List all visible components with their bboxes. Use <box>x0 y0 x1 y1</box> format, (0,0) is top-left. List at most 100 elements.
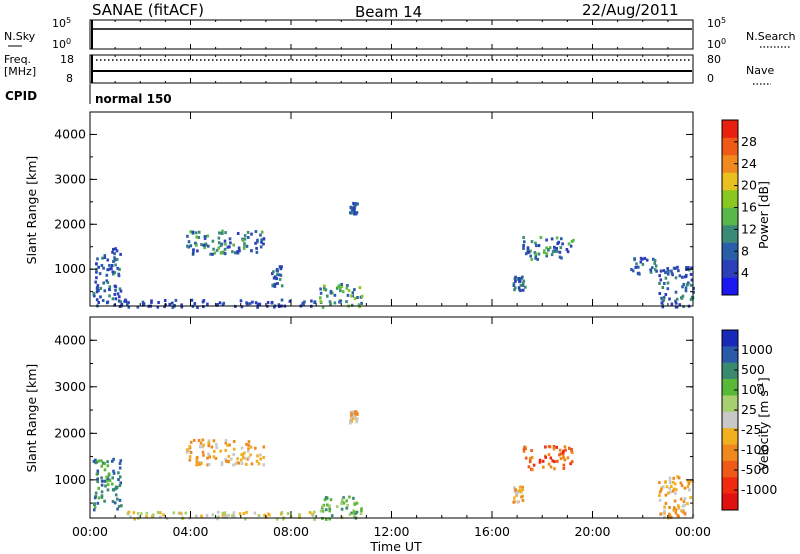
data-cell <box>197 230 201 234</box>
data-cell <box>562 449 565 453</box>
velocity-panel-frame <box>89 316 694 519</box>
data-cell <box>319 291 323 295</box>
data-cell <box>547 462 551 466</box>
data-cell <box>275 517 279 521</box>
data-cell <box>260 238 263 242</box>
data-cell <box>516 500 519 504</box>
data-cell <box>664 480 667 484</box>
data-cell <box>244 517 247 521</box>
data-cell <box>356 296 359 299</box>
data-cell <box>113 284 117 288</box>
data-cell <box>243 242 246 246</box>
data-cell <box>530 240 534 244</box>
data-cell <box>207 444 211 448</box>
data-cell <box>96 257 99 261</box>
data-cell <box>512 282 516 286</box>
data-cell <box>521 486 524 490</box>
data-cell <box>111 476 114 480</box>
data-cell <box>353 502 357 506</box>
data-cell <box>308 511 312 514</box>
data-cell <box>180 305 184 309</box>
data-cell <box>227 513 230 517</box>
data-cell <box>111 459 114 463</box>
data-cell <box>184 511 188 515</box>
power-y-axis: 1000 2000 3000 4000 <box>54 126 693 293</box>
data-cell <box>243 234 247 238</box>
data-cell <box>562 456 566 460</box>
data-cell <box>512 500 515 504</box>
data-cell <box>661 303 665 307</box>
data-cell <box>100 476 103 480</box>
data-cell <box>97 496 101 500</box>
data-cell <box>171 305 175 309</box>
y-tick-label: 3000 <box>54 379 86 394</box>
data-cell <box>323 498 327 502</box>
data-cell <box>232 440 236 443</box>
data-cell <box>687 266 690 269</box>
data-cell <box>219 251 223 255</box>
data-cell <box>558 448 562 452</box>
x-tick-label: 08:00 <box>273 524 309 539</box>
data-cell <box>665 485 669 489</box>
data-cell <box>567 242 571 246</box>
data-cell <box>113 252 116 256</box>
data-cell <box>256 240 259 244</box>
data-cell <box>352 415 356 419</box>
data-cell <box>203 236 207 240</box>
data-cell <box>103 254 107 258</box>
data-cell <box>667 512 671 516</box>
data-cell <box>658 274 661 278</box>
data-cell <box>669 490 672 494</box>
data-cell <box>563 445 567 449</box>
data-cell <box>664 501 668 505</box>
data-cell <box>662 485 665 489</box>
data-cell <box>258 302 262 306</box>
data-cell <box>350 294 353 298</box>
data-cell <box>129 515 132 519</box>
data-cell <box>638 272 641 276</box>
data-cell <box>100 264 104 267</box>
data-cell <box>563 458 567 462</box>
data-cell <box>199 441 203 445</box>
data-cell <box>247 456 251 460</box>
data-cell <box>99 295 102 299</box>
data-cell <box>547 248 550 251</box>
data-cell <box>188 458 192 462</box>
data-cell <box>241 238 245 242</box>
data-cell <box>690 278 694 282</box>
data-cell <box>240 458 243 462</box>
x-tick-label: 04:00 <box>172 524 208 539</box>
data-cell <box>117 272 120 276</box>
data-cell <box>114 288 117 292</box>
data-cell <box>263 513 266 517</box>
data-cell <box>202 299 206 303</box>
data-cell <box>113 256 116 260</box>
data-cell <box>674 276 678 280</box>
data-cell <box>523 240 526 244</box>
colorbar-swatch <box>722 477 738 494</box>
data-cell <box>668 476 672 480</box>
data-cell <box>670 271 674 275</box>
data-cell <box>565 248 569 251</box>
data-cell <box>238 512 242 516</box>
y-tick-label: 4000 <box>54 332 86 347</box>
data-cell <box>674 301 678 305</box>
data-cell <box>340 507 344 511</box>
data-cell <box>195 514 198 518</box>
data-cell <box>352 201 355 205</box>
data-cell <box>112 469 115 473</box>
data-cell <box>347 289 351 293</box>
power-data-cells <box>92 201 695 309</box>
power-colorbar: Power [dB] 4 8 12 16 20 24 28 <box>721 119 771 296</box>
data-cell <box>229 241 232 245</box>
nsky-label: N.Sky <box>4 30 36 43</box>
data-cell <box>683 503 686 507</box>
data-cell <box>675 297 679 301</box>
data-cell <box>560 256 563 260</box>
data-cell <box>226 443 229 447</box>
data-cell <box>532 463 536 467</box>
data-cell <box>675 488 678 492</box>
data-cell <box>518 490 522 493</box>
data-cell <box>673 506 676 510</box>
data-cell <box>335 505 339 508</box>
